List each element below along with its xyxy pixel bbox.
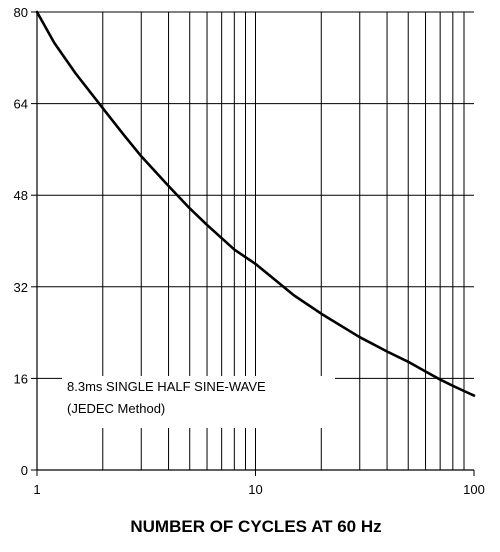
y-tick-label: 48: [14, 188, 28, 203]
series-layer: [35, 10, 476, 397]
y-tick-label: 0: [21, 463, 28, 478]
annotation-line-2: (JEDEC Method): [67, 401, 165, 416]
annotation-line-1: 8.3ms SINGLE HALF SINE-WAVE: [67, 379, 266, 394]
y-tick-label: 80: [14, 5, 28, 20]
x-tick-label: 100: [463, 482, 485, 497]
x-tick-label: 10: [248, 482, 262, 497]
y-tick-label: 32: [14, 280, 28, 295]
surge-current-curve: [35, 10, 476, 397]
grid-layer: [37, 11, 474, 470]
x-axis-label: NUMBER OF CYCLES AT 60 Hz: [130, 517, 381, 536]
y-tick-label: 16: [14, 371, 28, 386]
x-tick-label: 1: [33, 482, 40, 497]
y-tick-label: 64: [14, 97, 28, 112]
annotation-layer: 8.3ms SINGLE HALF SINE-WAVE (JEDEC Metho…: [67, 379, 266, 416]
tick-label-layer: 0 16 32 48 64 80 1 10 100: [14, 5, 485, 497]
